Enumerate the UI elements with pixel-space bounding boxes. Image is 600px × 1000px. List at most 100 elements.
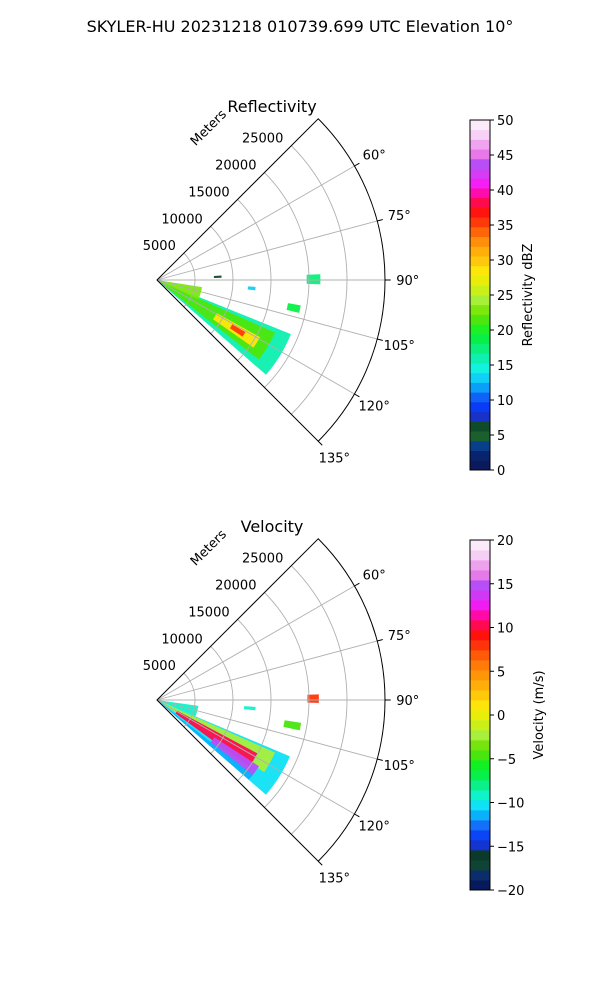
data-region-band-max-positive	[210, 737, 259, 777]
colorbar-swatch	[470, 460, 490, 471]
colorbar-swatch	[470, 560, 490, 571]
sector-border	[156, 538, 386, 862]
theta-tick	[377, 338, 383, 341]
colorbar-swatch	[470, 333, 490, 345]
theta-tick-label: 120°	[359, 819, 390, 834]
data-region-core-max	[229, 324, 246, 337]
colorbar-swatch	[470, 680, 490, 691]
theta-tick	[354, 813, 360, 818]
colorbar-swatch	[470, 372, 490, 383]
theta-tick-label: 60°	[363, 569, 386, 584]
colorbar-swatch	[470, 304, 490, 315]
colorbar-swatch	[470, 421, 490, 432]
theta-tick-label: 90°	[396, 694, 419, 709]
colorbar-swatch	[470, 382, 490, 393]
colorbar-swatch	[470, 431, 490, 442]
theta-tick	[317, 440, 323, 446]
colorbar-swatch	[470, 440, 490, 451]
colorbar-swatch	[470, 760, 490, 771]
colorbar-swatch	[470, 207, 490, 218]
colorbar-swatch	[470, 720, 490, 731]
colorbar-swatch	[470, 139, 490, 150]
colorbar-swatch	[470, 285, 490, 296]
azimuth-gridline	[156, 279, 378, 340]
colorbar-swatch	[470, 820, 490, 831]
data-region-cell-east	[306, 274, 321, 285]
colorbar-tick-label: 45	[497, 149, 514, 164]
colorbar-tick-label: 0	[497, 709, 505, 724]
colorbar: 0 5 10 15 20 25 30 35 40 45 50 Reflectivity dBZ	[469, 114, 536, 479]
theta-tick-label: 135°	[319, 871, 350, 886]
colorbar-swatch	[470, 690, 490, 701]
colorbar-tick-label: 40	[497, 184, 514, 199]
colorbar-swatch	[470, 730, 490, 741]
colorbar-swatch	[470, 700, 490, 711]
theta-tick-label: 75°	[388, 209, 411, 224]
colorbar-swatch	[470, 810, 490, 821]
radial-tick-label: 5000	[143, 659, 176, 674]
colorbar-swatch	[470, 246, 490, 257]
colorbar-swatch	[470, 790, 490, 801]
colorbar-swatch	[470, 880, 490, 891]
theta-tick-label: 105°	[384, 759, 415, 774]
sector-border	[156, 118, 386, 442]
theta-tick-label: 135°	[319, 451, 350, 466]
theta-tick	[354, 582, 360, 587]
data-region-edge-strip	[159, 702, 253, 780]
colorbar-tick-label: 15	[497, 359, 514, 374]
colorbar-swatch	[470, 570, 490, 581]
theta-tick-label: 75°	[388, 629, 411, 644]
colorbar-tick-label: 10	[497, 622, 514, 637]
panel-title: Velocity	[241, 517, 304, 536]
colorbar-swatch	[470, 295, 490, 306]
colorbar-tick-label: 10	[497, 394, 514, 409]
colorbar-swatch	[470, 343, 490, 354]
colorbar-swatch	[470, 590, 490, 601]
data-region-cell-southeast	[286, 303, 301, 313]
colorbar-swatch	[470, 217, 490, 228]
colorbar-swatch	[470, 750, 490, 761]
colorbar-swatch	[470, 324, 490, 335]
colorbar-swatch	[470, 540, 490, 551]
colorbar-swatch	[470, 275, 490, 286]
colorbar-swatch	[470, 830, 490, 841]
colorbar: −20 −15 −10 −5 0 5 10 15 20 Velocity (m/s)	[469, 534, 547, 899]
colorbar-swatch	[470, 158, 490, 170]
colorbar-label: Reflectivity dBZ	[521, 244, 536, 347]
colorbar-swatch	[470, 650, 490, 661]
colorbar-tick-label: 30	[497, 254, 514, 269]
theta-tick	[354, 162, 360, 167]
colorbar-swatch	[470, 120, 490, 131]
colorbar-swatch	[470, 353, 490, 364]
colorbar-swatch	[470, 401, 490, 413]
radial-tick-label: 5000	[143, 239, 176, 254]
azimuth-gridline	[156, 585, 355, 701]
colorbar-tick-label: −20	[497, 884, 524, 899]
data-layer	[158, 274, 321, 375]
reflectivity-panel: Reflectivity60°75°90°105°120°135°5000100…	[143, 97, 536, 479]
colorbar-tick-label: 20	[497, 534, 514, 549]
colorbar-swatch	[470, 710, 490, 721]
colorbar-swatch	[470, 226, 490, 238]
theta-tick-label: 105°	[384, 339, 415, 354]
colorbar-tick-label: 5	[497, 665, 505, 680]
radial-axis-label: Meters	[188, 107, 230, 149]
colorbar-swatch	[470, 780, 490, 791]
theta-tick-label: 90°	[396, 274, 419, 289]
colorbar-swatch	[470, 197, 490, 208]
data-region-near-radar-echo	[159, 280, 203, 300]
colorbar-swatch	[470, 178, 490, 189]
data-region-speckle-e	[243, 706, 256, 711]
colorbar-swatch	[470, 168, 490, 179]
colorbar-swatch	[470, 392, 490, 403]
colorbar-swatch	[470, 188, 490, 199]
azimuth-gridline	[156, 640, 378, 701]
colorbar-swatch	[470, 620, 490, 631]
colorbar-swatch	[470, 870, 490, 881]
colorbar-swatch	[470, 770, 490, 781]
colorbar-swatch	[470, 800, 490, 811]
colorbar-tick-label: 25	[497, 289, 514, 304]
data-region-near-radar-echo	[159, 700, 199, 717]
colorbar-tick-label: 5	[497, 429, 505, 444]
colorbar-tick-label: −5	[497, 753, 516, 768]
